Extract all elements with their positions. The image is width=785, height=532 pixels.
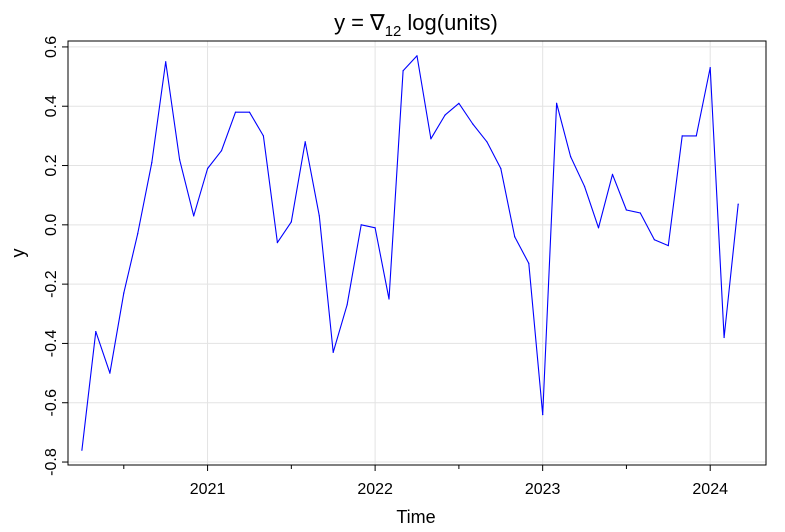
data-point [597, 227, 600, 229]
plot-frame [67, 40, 767, 466]
y-tick-label: 0.4 [43, 95, 60, 117]
data-point [346, 304, 348, 306]
data-point [737, 203, 739, 205]
data-point [290, 221, 292, 223]
data-point [109, 372, 111, 374]
series-line [81, 55, 739, 451]
data-point [528, 262, 530, 264]
data-point [556, 102, 558, 104]
y-tick-label: -0.6 [43, 389, 60, 417]
data-point [388, 298, 390, 300]
data-point [360, 224, 362, 226]
data-point [248, 111, 251, 113]
data-point [95, 331, 97, 333]
data-point [374, 227, 376, 229]
data-point [570, 156, 572, 158]
y-tick-label: 0.0 [43, 214, 60, 236]
data-point [653, 239, 656, 241]
data-point [444, 114, 446, 116]
y-tick-label: -0.4 [43, 330, 60, 358]
data-point [611, 173, 614, 175]
data-point [709, 67, 711, 69]
data-point [402, 70, 404, 72]
axis-ticks: -0.8 -0.6 -0.4 -0.2 0.0 0.2 0.4 0.6 2021 2022 2023… [43, 36, 728, 498]
data-point [695, 135, 697, 137]
data-point [542, 414, 544, 416]
y-tick-label: 0.6 [43, 36, 60, 58]
data-point [234, 111, 237, 113]
data-point [430, 138, 432, 140]
data-point [681, 135, 683, 137]
y-tick-label: -0.8 [43, 448, 60, 476]
data-point [151, 162, 153, 164]
data-point [137, 233, 139, 235]
data-point [486, 141, 488, 143]
data-point [193, 215, 195, 217]
data-point [165, 61, 167, 63]
data-point [667, 245, 669, 247]
data-point [639, 212, 641, 214]
x-tick-label: 2023 [525, 481, 561, 498]
series-layer [81, 55, 739, 451]
data-point [458, 102, 460, 104]
data-point [276, 242, 278, 244]
data-point [123, 292, 125, 294]
data-point [472, 123, 474, 125]
data-point [625, 209, 628, 211]
data-point [179, 159, 181, 161]
data-point [220, 150, 223, 152]
x-tick-label: 2021 [190, 481, 226, 498]
data-point [332, 351, 334, 353]
data-point [723, 336, 725, 339]
y-tick-label: -0.2 [43, 270, 60, 298]
data-point [318, 215, 320, 217]
data-point [304, 141, 306, 143]
data-point [500, 167, 502, 170]
data-point [81, 449, 83, 451]
x-tick-label: 2024 [692, 481, 728, 498]
data-point [207, 167, 209, 170]
x-tick-label: 2022 [357, 481, 393, 498]
x-axis-label: Time [396, 507, 435, 527]
data-point [262, 135, 264, 137]
grid [68, 41, 766, 465]
y-axis-label: y [8, 249, 28, 258]
y-tick-label: 0.2 [43, 154, 60, 176]
chart-title: y = ∇12 log(units) [334, 10, 498, 40]
data-point [514, 236, 516, 238]
data-point [416, 55, 418, 57]
data-point [583, 185, 586, 187]
